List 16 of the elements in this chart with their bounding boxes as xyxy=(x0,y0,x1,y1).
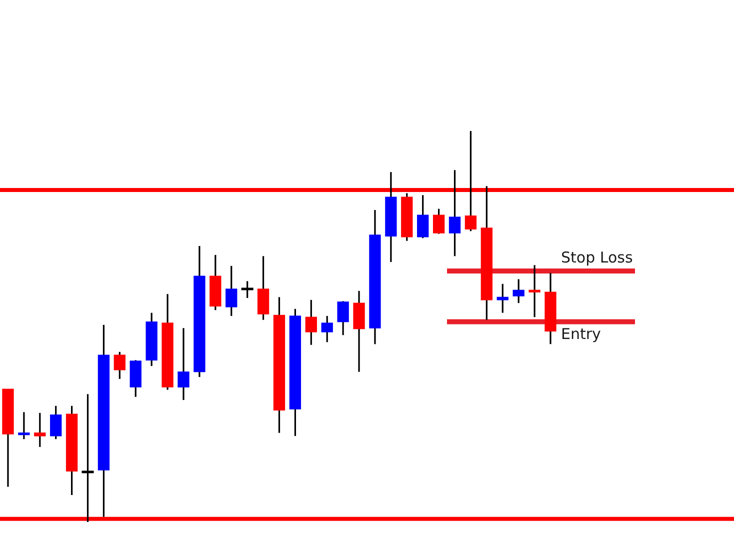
ref-line-label: Entry xyxy=(561,325,602,344)
candlestick xyxy=(50,405,62,440)
candlestick xyxy=(528,264,540,318)
candlestick xyxy=(34,412,46,448)
candlestick xyxy=(417,194,429,239)
candlestick xyxy=(178,327,190,401)
candlestick xyxy=(321,315,333,343)
candlestick xyxy=(226,265,238,317)
candlestick xyxy=(448,169,461,257)
candlestick xyxy=(337,300,349,336)
candlestick xyxy=(18,411,30,440)
candlestick xyxy=(432,208,445,235)
ref-line-label: Stop Loss xyxy=(561,248,633,266)
candlestick xyxy=(114,351,126,380)
candlestick xyxy=(305,299,317,346)
candlestick xyxy=(512,278,524,304)
